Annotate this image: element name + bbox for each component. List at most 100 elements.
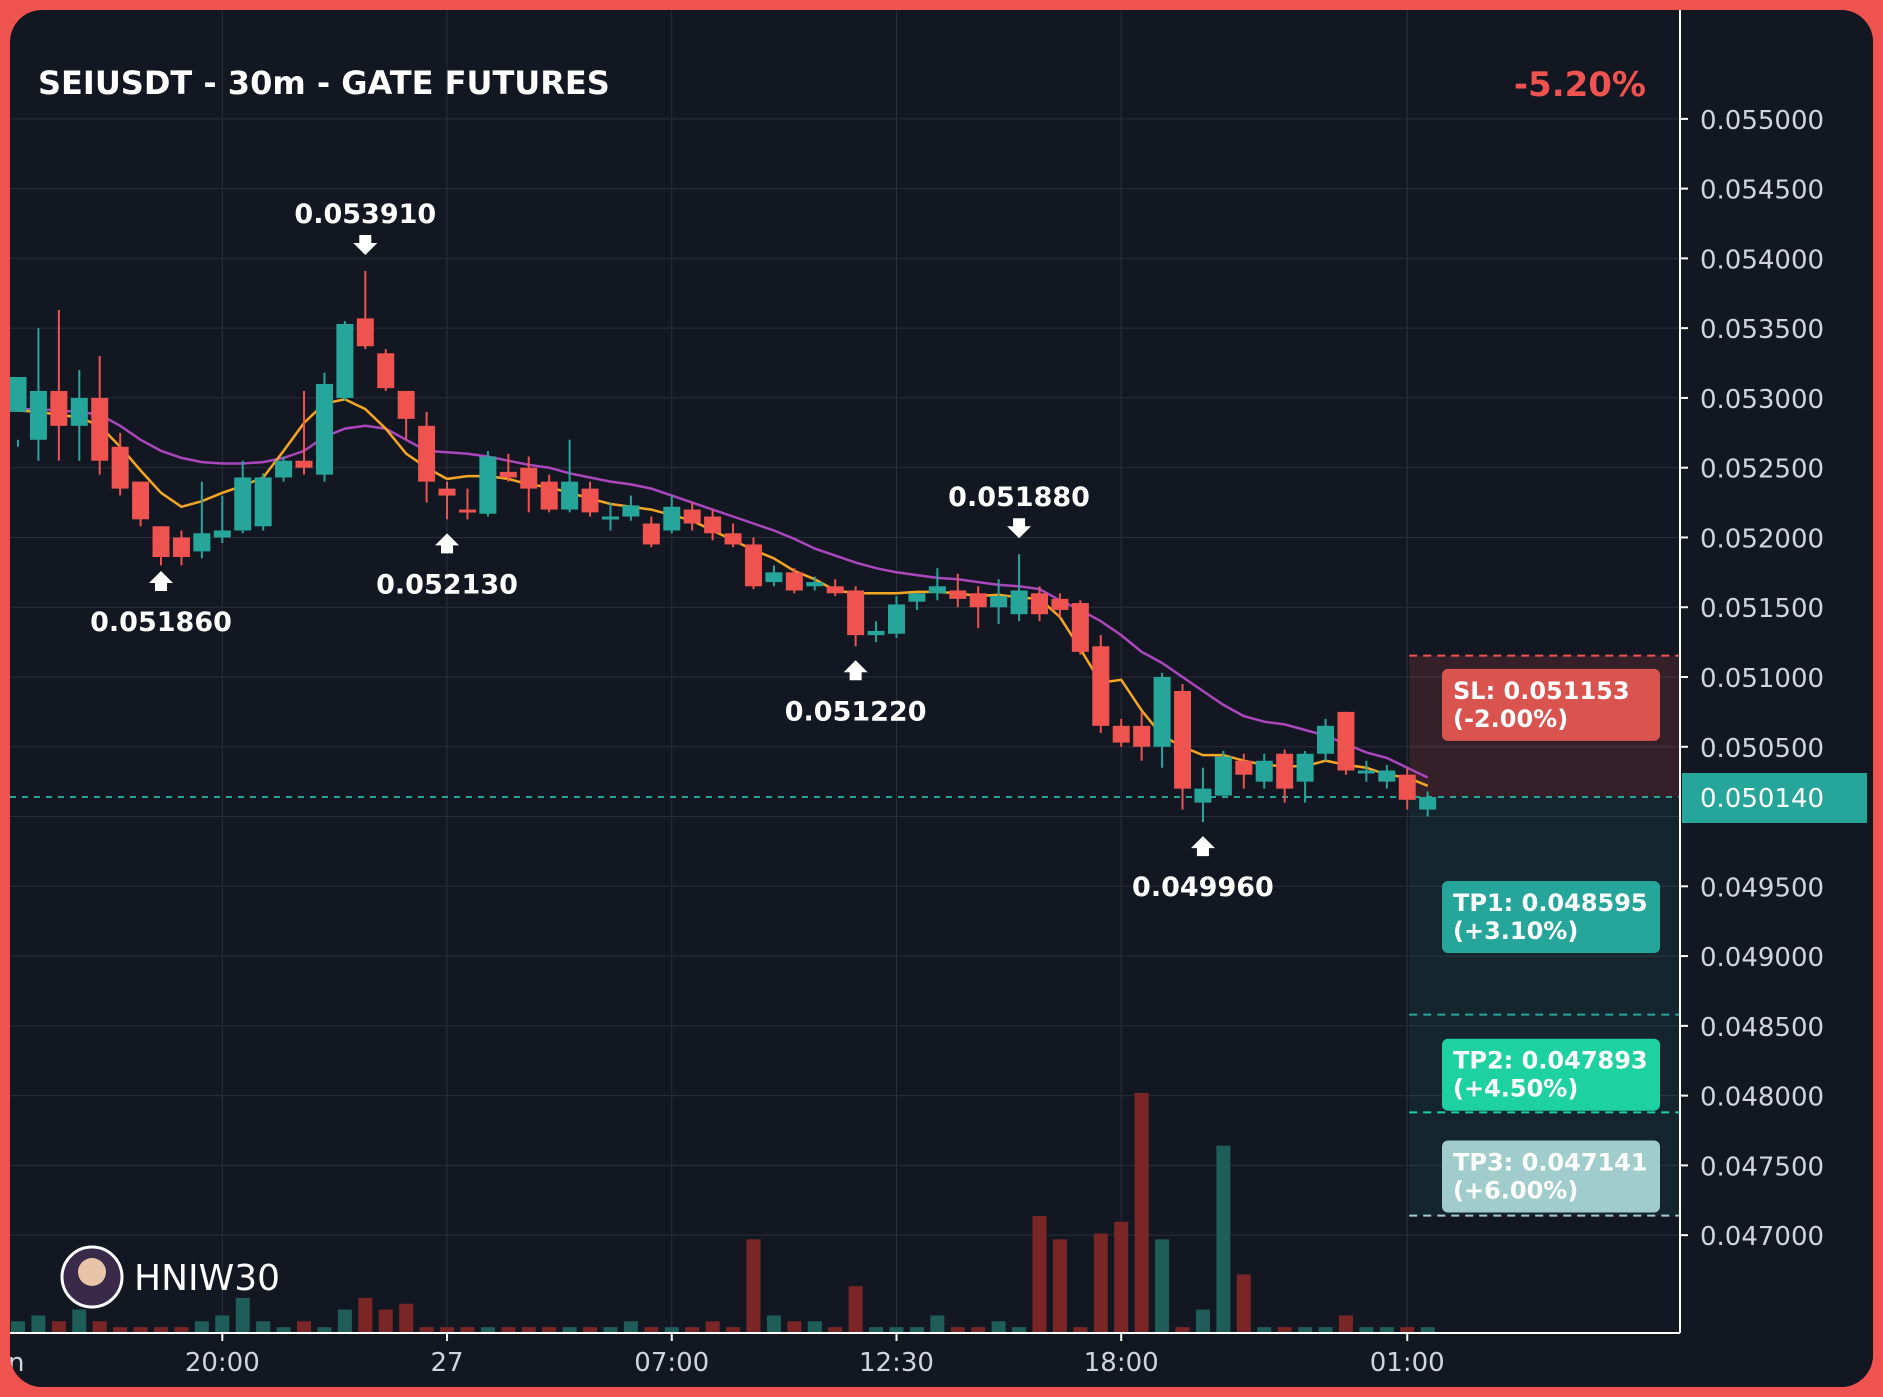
candle [826,579,844,597]
price-tick-label: 0.054500 [1700,176,1824,206]
candle [479,450,497,517]
volume-bar [889,1327,904,1333]
candle [540,474,558,513]
volume-bar [1216,1145,1231,1333]
current-price-label: 0.050140 [1700,784,1824,814]
avatar-hair-icon [74,1256,110,1270]
candle [438,481,456,520]
volume-bar [1400,1327,1415,1333]
volume-bar [1032,1215,1047,1333]
current-price-tag: 0.050140 [1682,773,1867,824]
candle-body [193,533,211,552]
candle-body [1317,725,1335,754]
time-tick-label: 01:00 [1370,1348,1445,1378]
volume-bar [664,1327,679,1333]
target-zone [10,654,1680,1217]
candle [172,530,190,566]
price-tick-label: 0.048500 [1700,1013,1824,1043]
tp2-percent: (+4.50%) [1453,1075,1578,1103]
candle [1071,600,1089,655]
volume-bar [215,1315,230,1333]
candle [275,456,293,482]
arrow-down-icon [353,234,378,255]
price-tick-label: 0.048000 [1700,1083,1824,1113]
candle [1153,672,1171,768]
candle-body [91,397,109,461]
candle [1296,750,1314,803]
candle [928,568,946,601]
volume-bar [194,1321,209,1333]
candle-body [826,586,844,594]
candle-body [397,390,415,419]
candle [29,328,47,461]
pivot-low: 0.052130 [376,533,518,600]
candle-body [356,318,374,347]
sl-percent: (-2.00%) [1453,705,1568,733]
volume-bar [358,1297,373,1333]
volume-bar [644,1327,659,1333]
volume-bar [971,1327,986,1333]
arrow-up-icon [843,660,868,681]
price-chart[interactable]: 0.053910 0.051860 0.052130 0.051220 0.051880… [10,10,1873,1387]
candle [561,439,579,513]
candle-body [315,383,333,475]
candle-body [70,397,88,426]
candle [990,579,1008,624]
candle-body [1214,756,1232,796]
volume-bar [930,1315,945,1333]
candle [377,349,395,391]
candle [50,310,68,461]
candle-body [213,530,231,538]
candle [397,390,415,440]
candle [213,495,231,544]
sl-box-bg [1442,668,1660,741]
candle-body [785,572,803,591]
volume-bar [51,1321,66,1333]
volume-bar [685,1327,700,1333]
volume-bar [337,1309,352,1333]
candle-body [438,488,456,496]
volume-bar [113,1327,128,1333]
candle [499,453,517,482]
candle [193,481,211,559]
volume-bar [460,1327,475,1333]
candle-body [601,516,619,520]
candle [1317,718,1335,761]
ema-slow-line [18,407,1429,779]
volume-bar [92,1321,107,1333]
candle [1112,718,1130,747]
candle [1031,586,1048,622]
volume-bar [378,1309,393,1333]
volume-bar [480,1327,495,1333]
chart-title: SEIUSDT - 30m - GATE FUTURES [38,64,610,102]
volume-bar [746,1239,761,1333]
pivot-label: 0.051880 [948,482,1090,513]
volume-bar [787,1321,802,1333]
candle [1255,753,1273,789]
candle [601,502,619,531]
candle [642,516,660,548]
current-price-badge [1682,773,1867,824]
volume-bars [11,1093,1435,1333]
candle-body [561,481,579,510]
candle-body [887,604,905,634]
volume-bar [174,1327,189,1333]
candle [806,576,824,591]
candle-body [1112,725,1130,743]
candle [1133,711,1151,761]
volume-bar [1379,1327,1394,1333]
tp2-label-box: TP2: 0.047893(+4.50%) [1442,1038,1660,1111]
candle-body [1174,690,1192,789]
volume-bar [705,1321,720,1333]
tp2-box-bg [1442,1038,1660,1111]
volume-bar [440,1327,455,1333]
volume-bar [828,1327,843,1333]
candle-body [1194,788,1212,803]
author-badge: HNIW30 [60,1245,280,1309]
candle [356,270,374,350]
candle-body [458,509,476,513]
tp1-box-bg [1442,881,1660,954]
ema-fast-line [17,397,1429,787]
price-axis: 0.055000 0.054500 0.054000 0.053500 0.053000… [1679,10,1873,1387]
volume-bar [1338,1315,1353,1333]
